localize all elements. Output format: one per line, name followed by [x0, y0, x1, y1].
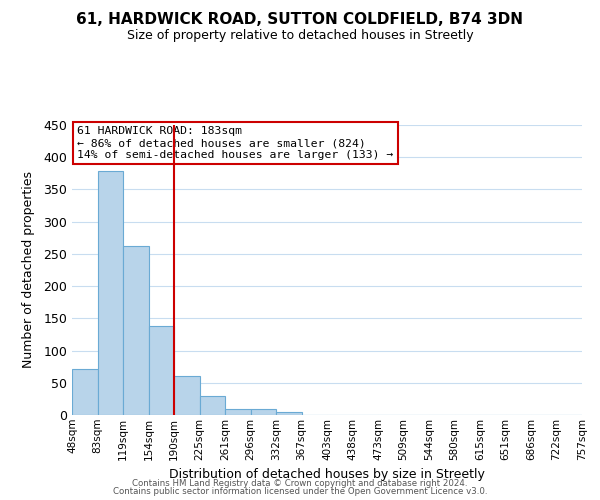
Y-axis label: Number of detached properties: Number of detached properties: [22, 172, 35, 368]
Text: 61, HARDWICK ROAD, SUTTON COLDFIELD, B74 3DN: 61, HARDWICK ROAD, SUTTON COLDFIELD, B74…: [77, 12, 523, 28]
Bar: [225, 408, 251, 415]
Bar: [276, 412, 302, 415]
Bar: [199, 396, 225, 415]
Bar: [251, 408, 276, 415]
Bar: [149, 326, 174, 415]
Bar: [123, 246, 149, 415]
Bar: [174, 376, 199, 415]
Bar: [97, 172, 123, 415]
Bar: [72, 368, 97, 415]
X-axis label: Distribution of detached houses by size in Streetly: Distribution of detached houses by size …: [169, 468, 485, 481]
Text: Contains HM Land Registry data © Crown copyright and database right 2024.: Contains HM Land Registry data © Crown c…: [132, 478, 468, 488]
Text: 61 HARDWICK ROAD: 183sqm
← 86% of detached houses are smaller (824)
14% of semi-: 61 HARDWICK ROAD: 183sqm ← 86% of detach…: [77, 126, 394, 160]
Text: Contains public sector information licensed under the Open Government Licence v3: Contains public sector information licen…: [113, 487, 487, 496]
Text: Size of property relative to detached houses in Streetly: Size of property relative to detached ho…: [127, 29, 473, 42]
